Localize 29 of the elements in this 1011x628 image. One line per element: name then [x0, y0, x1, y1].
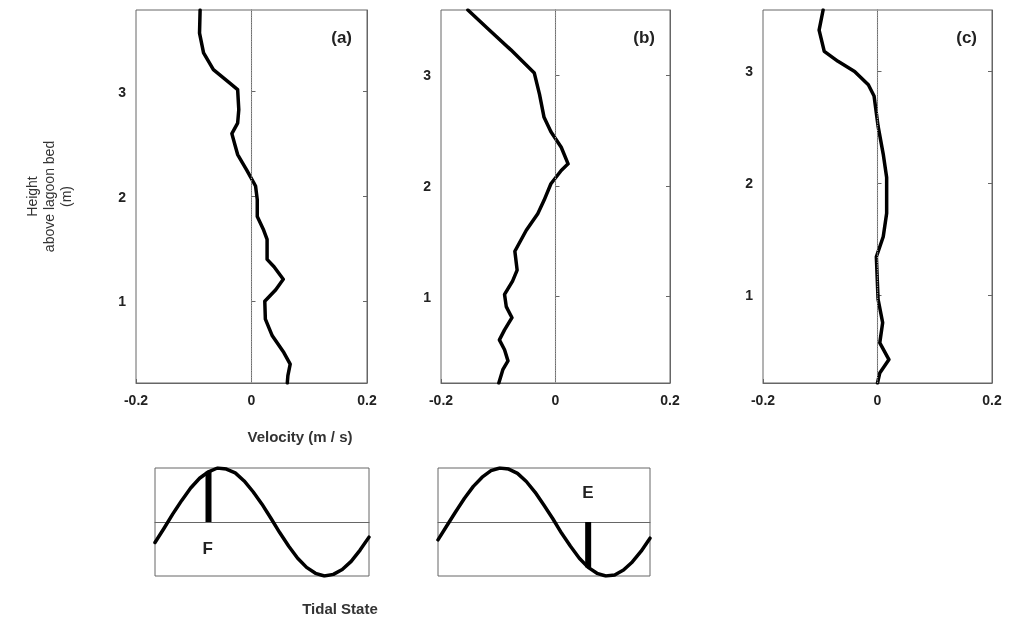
x-tick-label: 0.2 [357, 392, 377, 408]
x-tick-label: 0 [247, 392, 256, 408]
y-tick-label: 3 [745, 63, 754, 80]
x-tick-label: -0.2 [750, 392, 776, 408]
line-series [197, 8, 292, 385]
x-tick-label: -0.2 [123, 392, 149, 408]
x-tick-label: 0 [551, 392, 560, 408]
x-axis-title: Tidal State [301, 600, 379, 617]
text: (c) [956, 28, 977, 47]
x-tick-label: 0 [873, 392, 882, 408]
y-tick-label: 2 [423, 177, 432, 194]
y-tick-label: 3 [118, 83, 127, 100]
x-tick-label: 0.2 [660, 392, 680, 408]
y-tick-label: 1 [423, 288, 432, 305]
line-series [466, 8, 570, 385]
x-tick-label: 0.2 [982, 392, 1002, 408]
y-tick-label: 1 [118, 293, 127, 310]
y-axis-title: Height above lagoon bed (m) [23, 140, 74, 253]
annotation: F [202, 539, 213, 558]
text: (a) [331, 28, 352, 47]
x-axis-title: Velocity (m / s) [246, 428, 354, 445]
line-series [817, 8, 891, 385]
annotation: E [582, 483, 594, 502]
y-tick-label: 2 [118, 188, 127, 205]
y-tick-label: 1 [745, 286, 754, 303]
y-tick-label: 3 [423, 67, 432, 84]
x-tick-label: -0.2 [428, 392, 454, 408]
y-tick-label: 2 [745, 175, 754, 192]
text: (b) [633, 28, 656, 47]
